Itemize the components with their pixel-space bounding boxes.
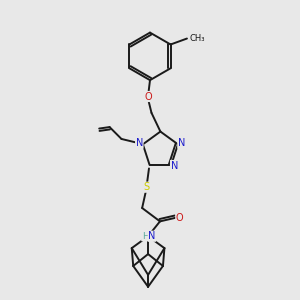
Text: CH₃: CH₃	[189, 34, 205, 43]
Text: O: O	[176, 213, 183, 223]
Text: H: H	[142, 232, 148, 241]
Text: N: N	[178, 138, 185, 148]
Text: N: N	[148, 231, 156, 241]
Text: S: S	[143, 182, 150, 192]
Text: O: O	[145, 92, 152, 101]
Text: N: N	[136, 138, 143, 148]
Text: N: N	[170, 160, 178, 170]
